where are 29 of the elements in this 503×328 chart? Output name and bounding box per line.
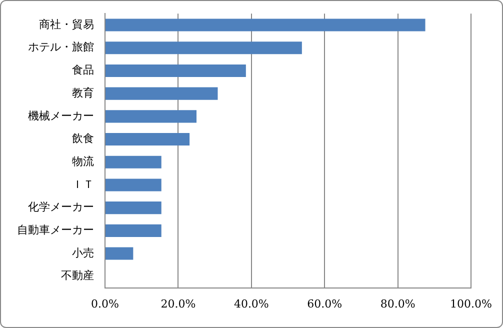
bar: [106, 87, 218, 100]
y-tick-label: 教育: [72, 86, 94, 100]
x-tick-label: 20.0%: [160, 297, 196, 310]
bar: [106, 247, 134, 260]
bar: [106, 132, 190, 146]
bar: [106, 64, 246, 78]
x-tick-label: 60.0%: [307, 297, 342, 310]
bar: [106, 178, 162, 192]
bar: [106, 224, 162, 237]
y-tick-label: 不動産: [61, 269, 94, 282]
x-tick-label: 0.0%: [91, 297, 119, 310]
x-tick-label: 40.0%: [234, 297, 269, 310]
y-tick-label: 商社・貿易: [39, 18, 94, 31]
y-tick-label: 自動車メーカー: [17, 224, 94, 237]
x-tick-label: 80.0%: [380, 297, 416, 310]
x-tick-label: 100.0%: [450, 297, 492, 310]
y-tick-label: ＩＴ: [72, 178, 94, 191]
bar: [106, 110, 197, 123]
y-tick-label: ホテル・旅館: [28, 40, 94, 54]
y-tick-label: 食品: [72, 64, 94, 77]
y-tick-label: 物流: [72, 154, 94, 168]
bar: [106, 18, 426, 32]
y-tick-label: 飲食: [72, 132, 94, 146]
y-tick-label: 機械メーカー: [28, 109, 94, 122]
bar: [106, 156, 162, 168]
y-tick-label: 化学メーカー: [28, 200, 94, 214]
bar: [106, 42, 302, 54]
y-tick-label: 小売: [72, 246, 94, 260]
bar: [106, 202, 162, 214]
